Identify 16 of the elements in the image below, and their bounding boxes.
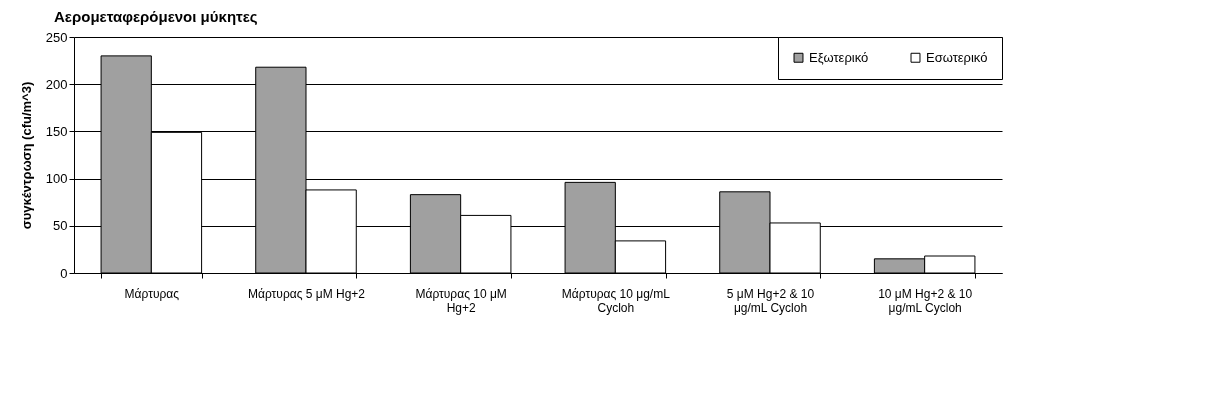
x-tick-label: 10 μM Hg+2 & 10 μg/mL Cycloh — [878, 286, 973, 315]
y-axis-title: συγκέντρωση (cfu/m^3) — [18, 81, 34, 230]
legend-label: Εσωτερικό — [926, 49, 988, 65]
y-tick-label: 200 — [45, 76, 68, 92]
x-tick-label: Μάρτυρας 5 μM Hg+2 — [247, 286, 366, 301]
y-tick-label: 250 — [45, 29, 68, 45]
chart-title: Αερομεταφερόμενοι μύκητες — [54, 8, 258, 25]
legend-label: Εξωτερικό — [809, 49, 869, 65]
x-tick-label: Μάρτυρας 10 μM Hg+2 — [415, 286, 507, 315]
y-tick-label: 50 — [53, 218, 68, 234]
x-tick-label: Μάρτυρας 10 μg/mL Cycloh — [561, 286, 671, 315]
x-tick-label: 5 μM Hg+2 & 10 μg/mL Cycloh — [726, 286, 815, 315]
y-tick-label: 150 — [45, 123, 68, 139]
x-tick-label: Μάρτυρας — [124, 286, 180, 301]
y-tick-label: 0 — [60, 265, 68, 281]
y-tick-label: 100 — [45, 171, 68, 187]
